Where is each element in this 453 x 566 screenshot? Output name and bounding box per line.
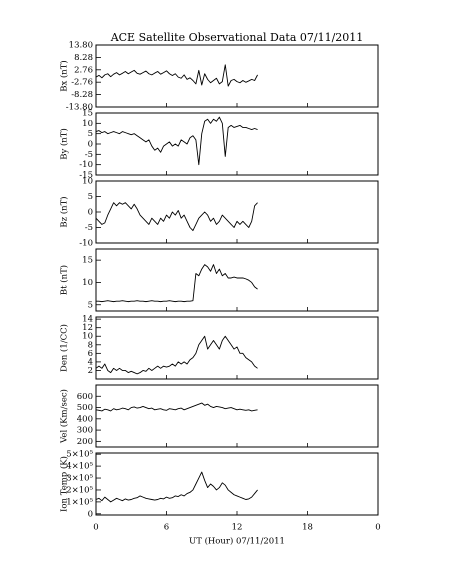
x-tick-label: 12	[232, 523, 243, 533]
y-tick-label: 4	[88, 357, 93, 367]
y-tick-label: 10	[82, 119, 93, 129]
y-axis-label: Bt (nT)	[59, 265, 70, 295]
data-line	[95, 335, 258, 375]
y-tick-label: 5	[88, 192, 93, 202]
x-tick-label: 0	[375, 523, 380, 533]
y-tick-label: 0	[88, 140, 93, 150]
y-tick-label: 5	[88, 300, 93, 310]
panel-frame	[95, 248, 379, 312]
y-axis-label: By (nT)	[59, 128, 70, 160]
y-tick-label: 400	[77, 414, 93, 424]
y-tick-label: 5	[88, 129, 93, 139]
y-tick-label: 6	[88, 349, 93, 359]
y-tick-label: 500	[77, 403, 93, 413]
panel-frame	[95, 112, 379, 176]
y-tick-label: -8.28	[71, 90, 93, 100]
x-tick-label: 0	[93, 523, 98, 533]
y-tick-label: -15	[79, 171, 93, 181]
data-line	[96, 264, 258, 303]
y-tick-label: 15	[82, 109, 93, 119]
y-tick-label: 1×10⁵	[66, 497, 93, 507]
y-tick-label: 10	[82, 332, 93, 342]
y-axis-label: Bz (nT)	[59, 196, 70, 227]
y-tick-label: 10	[82, 177, 93, 187]
y-tick-label: 14	[82, 315, 93, 325]
y-tick-label: 13.80	[69, 41, 93, 51]
y-axis-label: Ion Temp (K)	[59, 456, 70, 512]
panel-frame	[95, 384, 379, 448]
x-axis-label: UT (Hour) 07/11/2011	[189, 536, 285, 547]
y-tick-label: -2.76	[71, 78, 93, 88]
y-tick-label: -13.80	[66, 103, 93, 113]
y-tick-label: 12	[82, 323, 93, 333]
y-tick-label: 5×10⁵	[66, 450, 93, 460]
x-tick-label: 18	[302, 523, 313, 533]
x-tick-label: 6	[164, 523, 169, 533]
data-line	[95, 471, 258, 503]
chart-title: ACE Satellite Observational Data 07/11/2…	[110, 31, 364, 44]
y-axis-label: Bx (nT)	[59, 60, 70, 92]
y-axis-label: Den (1/CC)	[59, 324, 70, 372]
y-axis-label: Vel (Km/sec)	[59, 389, 70, 444]
y-tick-label: 2×10⁵	[66, 485, 93, 495]
panel-frame	[95, 452, 379, 516]
y-tick-label: 0	[88, 509, 93, 519]
panel-frame	[95, 44, 379, 108]
y-tick-label: 10	[82, 278, 93, 288]
y-tick-label: 2.76	[74, 65, 93, 75]
y-tick-label: 3×10⁵	[66, 474, 93, 484]
y-tick-label: 4×10⁵	[66, 462, 93, 472]
y-tick-label: 600	[77, 392, 93, 402]
data-line	[95, 202, 258, 232]
y-tick-label: 300	[77, 426, 93, 436]
data-line	[95, 64, 258, 87]
y-tick-label: -5	[85, 223, 93, 233]
y-tick-label: -10	[79, 239, 93, 249]
y-tick-label: 8.28	[74, 53, 93, 63]
data-line	[95, 402, 258, 412]
y-tick-label: 15	[82, 256, 93, 266]
y-tick-label: -10	[79, 160, 93, 170]
data-line	[95, 116, 258, 166]
y-tick-label: 0	[88, 208, 93, 218]
y-tick-label: 8	[88, 340, 93, 350]
y-tick-label: -5	[85, 150, 93, 160]
y-tick-label: 200	[77, 437, 93, 447]
y-tick-label: 2	[88, 366, 93, 376]
